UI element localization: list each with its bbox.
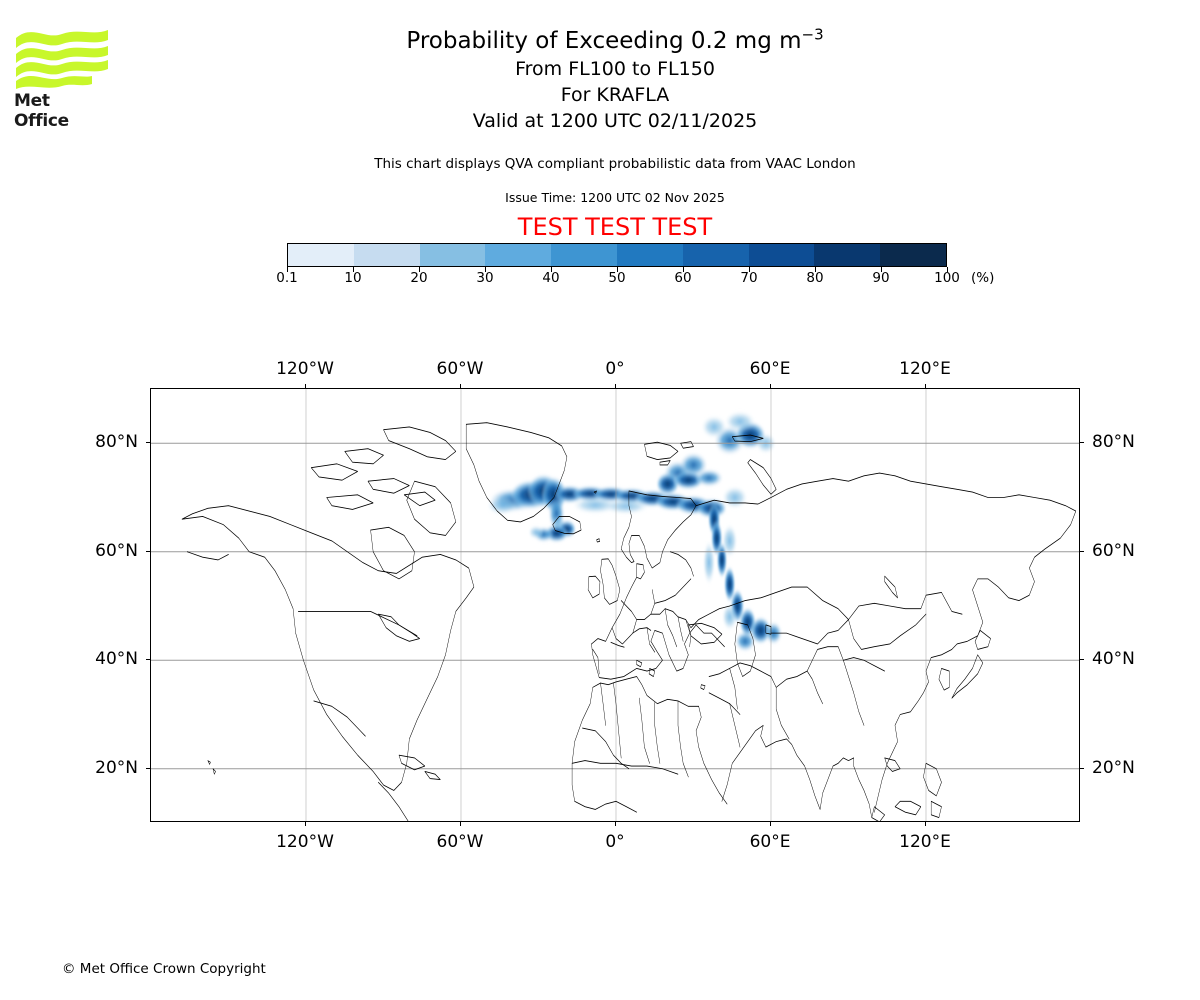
valid-time-line: Valid at 1200 UTC 02/11/2025: [472, 110, 758, 132]
lon-tick-label-bottom-1: 60°W: [436, 832, 484, 852]
lon-tick-label-top-0: 120°W: [276, 359, 334, 379]
colorbar-unit-label: (%): [971, 270, 995, 286]
issue-time-label: Issue Time: 1200 UTC 02 Nov 2025: [505, 190, 725, 205]
colorbar-tick-labels: 0.1 10 20 30 40 50 60 70 80 90 100: [276, 270, 960, 288]
colorbar-tick-1: [353, 267, 354, 272]
colorbar-segment-6: [682, 244, 749, 266]
lat-tickmark-right-3: [1080, 442, 1084, 444]
colorbar-ticks: [287, 267, 948, 275]
map-gridlines: [151, 389, 1079, 821]
colorbar-tick-label-10: 100: [934, 270, 960, 286]
colorbar-segment-8: [814, 244, 881, 266]
lon-tick-label-bottom-0: 120°W: [276, 832, 334, 852]
colorbar-segment-9: [880, 244, 946, 266]
lon-tick-label-top-4: 120°E: [899, 359, 951, 379]
test-banner: TEST TEST TEST: [517, 213, 713, 241]
map-frame: [150, 388, 1080, 822]
map-canvas: [151, 389, 1079, 821]
qva-disclaimer: This chart displays QVA compliant probab…: [374, 156, 856, 172]
colorbar-tick-9: [881, 267, 882, 272]
colorbar-segment-1: [353, 244, 420, 266]
met-office-waves-icon: [16, 30, 108, 89]
lat-tickmark-right-0: [1080, 767, 1084, 769]
lat-tick-label-left-3: 80°N: [95, 432, 138, 453]
colorbar-tick-3: [485, 267, 486, 272]
colorbar-tick-label-4: 40: [542, 270, 560, 286]
lon-tickmark-top-0: [305, 384, 306, 388]
lat-tickmark-right-2: [1080, 550, 1084, 552]
lon-tickmark-bottom-3: [770, 822, 771, 826]
title-exponent: −3: [801, 25, 824, 44]
colorbar-tick-5: [617, 267, 618, 272]
page-title: Probability of Exceeding 0.2 mg m−3: [150, 26, 1080, 56]
colorbar-tick-6: [683, 267, 684, 272]
colorbar-tick-2: [419, 267, 420, 272]
copyright-notice: © Met Office Crown Copyright: [62, 961, 266, 977]
lat-tick-label-right-3: 80°N: [1092, 432, 1135, 453]
colorbar-segment-4: [551, 244, 617, 266]
colorbar-segment-2: [419, 244, 486, 266]
lat-tickmark-left-0: [146, 767, 150, 769]
colorbar-tick-label-7: 70: [740, 270, 758, 286]
lat-tickmark-right-1: [1080, 659, 1084, 661]
lat-tick-label-left-0: 20°N: [95, 757, 138, 778]
lat-tickmark-left-1: [146, 659, 150, 661]
lat-tickmark-left-2: [146, 550, 150, 552]
colorbar-tick-4: [551, 267, 552, 272]
probability-colorbar: [287, 243, 947, 267]
colorbar-segment-5: [616, 244, 683, 266]
lon-tickmark-bottom-1: [460, 822, 461, 826]
lat-tick-label-left-2: 60°N: [95, 540, 138, 561]
lon-tick-label-top-3: 60°E: [749, 359, 791, 379]
colorbar-tick-8: [815, 267, 816, 272]
colorbar-tick-label-6: 60: [674, 270, 692, 286]
lon-tickmark-top-2: [615, 384, 616, 388]
lon-tickmark-top-3: [770, 384, 771, 388]
met-office-logo: Met Office: [14, 26, 110, 131]
colorbar-tick-label-2: 20: [410, 270, 428, 286]
flight-level-line: From FL100 to FL150: [515, 58, 715, 80]
lon-tick-label-bottom-2: 0°: [605, 832, 625, 852]
colorbar-tick-label-5: 50: [608, 270, 626, 286]
volcano-name-line: For KRAFLA: [560, 84, 670, 106]
colorbar-tick-label-3: 30: [476, 270, 494, 286]
lon-tick-label-top-1: 60°W: [436, 359, 484, 379]
lon-tickmark-top-4: [925, 384, 926, 388]
lon-tickmark-bottom-0: [305, 822, 306, 826]
colorbar-tick-label-0: 0.1: [276, 270, 298, 286]
colorbar-tick-label-9: 90: [872, 270, 890, 286]
colorbar-segment-3: [485, 244, 552, 266]
title-text: Probability of Exceeding 0.2 mg m: [406, 28, 802, 54]
lat-tick-label-right-1: 40°N: [1092, 649, 1135, 670]
lon-tick-label-bottom-3: 60°E: [749, 832, 791, 852]
met-office-wordmark: Met Office: [14, 91, 69, 131]
colorbar-tick-label-1: 10: [344, 270, 362, 286]
colorbar-segment-7: [748, 244, 815, 266]
map-plot-area: [150, 388, 1080, 822]
coastline-layer: [181, 422, 1077, 821]
colorbar-tick-0: [287, 267, 288, 272]
lon-tickmark-bottom-4: [925, 822, 926, 826]
colorbar-tick-7: [749, 267, 750, 272]
lon-tickmark-bottom-2: [615, 822, 616, 826]
lat-tickmark-left-3: [146, 442, 150, 444]
colorbar-tick-label-8: 80: [806, 270, 824, 286]
lat-tick-label-right-0: 20°N: [1092, 757, 1135, 778]
ash-probability-plume: [486, 411, 783, 652]
chart-title-block: Probability of Exceeding 0.2 mg m−3 From…: [150, 26, 1080, 134]
lon-tick-label-bottom-4: 120°E: [899, 832, 951, 852]
colorbar-gradient: [287, 243, 947, 267]
lat-tick-label-left-1: 40°N: [95, 649, 138, 670]
lon-tickmark-top-1: [460, 384, 461, 388]
lon-tick-label-top-2: 0°: [605, 359, 625, 379]
colorbar-segment-0: [288, 244, 354, 266]
lat-tick-label-right-2: 60°N: [1092, 540, 1135, 561]
colorbar-tick-10: [947, 267, 948, 272]
